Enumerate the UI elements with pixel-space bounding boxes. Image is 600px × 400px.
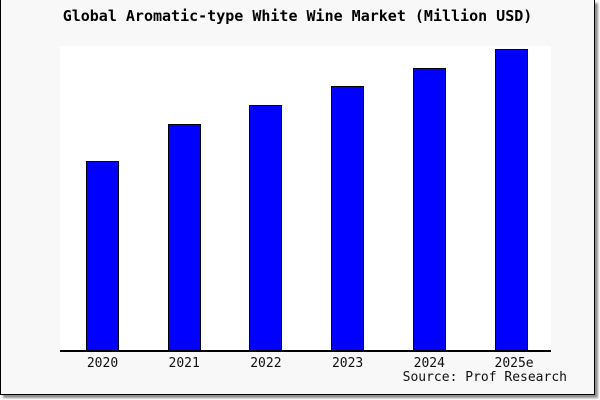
bar-2020 xyxy=(86,161,119,350)
chart-title: Global Aromatic-type White Wine Market (… xyxy=(62,7,533,25)
bar-2024 xyxy=(412,68,446,350)
x-tick-2025e: 2025e xyxy=(494,356,534,371)
plot-area xyxy=(60,46,551,352)
source-note: Source: Prof Research xyxy=(402,370,567,385)
x-axis-labels: 2020 2021 2022 2023 2024 2025e xyxy=(60,356,551,372)
bar-2021 xyxy=(167,124,201,350)
chart-frame: Global Aromatic-type White Wine Market (… xyxy=(0,0,595,395)
x-tick-2024: 2024 xyxy=(413,356,445,371)
bar-2023 xyxy=(331,86,365,350)
x-tick-2020: 2020 xyxy=(86,356,119,371)
x-tick-2023: 2023 xyxy=(331,356,364,371)
bar-2025e xyxy=(494,49,528,350)
bar-2022 xyxy=(249,105,283,350)
x-tick-2021: 2021 xyxy=(168,356,200,371)
x-tick-2022: 2022 xyxy=(250,356,282,371)
